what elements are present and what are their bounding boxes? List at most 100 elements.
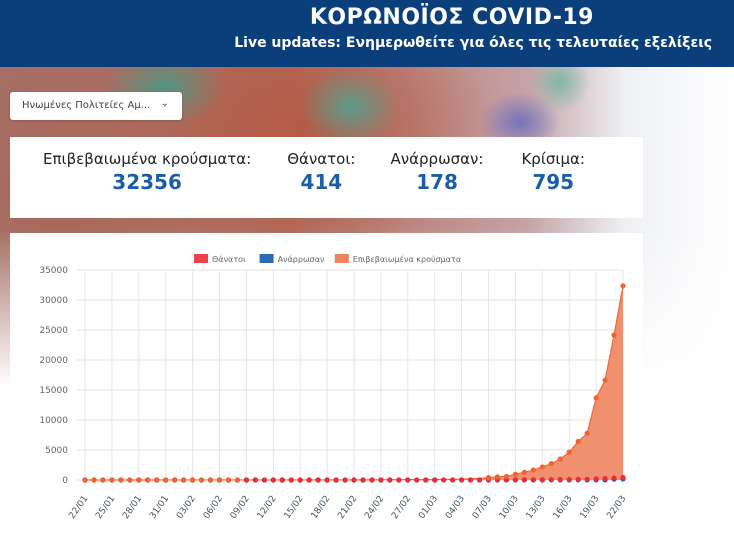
x-tick-label: 09/02: [229, 494, 252, 521]
deaths-point: [297, 477, 303, 483]
x-tick-label: 15/02: [283, 494, 306, 521]
x-tick-label: 06/02: [202, 494, 225, 521]
stat-value: 32356: [112, 170, 182, 194]
confirmed-area: [85, 285, 623, 480]
country-select[interactable]: Ηνωμένες Πολιτείες Αμ... ⌄: [10, 92, 182, 120]
x-tick-label: 03/02: [175, 494, 198, 521]
deaths-point: [243, 477, 249, 483]
deaths-point: [566, 476, 572, 483]
stat-label: Κρίσιμα:: [521, 150, 585, 168]
confirmed-point: [190, 477, 196, 483]
legend-swatch: [194, 254, 208, 263]
deaths-point: [476, 477, 483, 483]
stat-confirmed: Επιβεβαιωμένα κρούσματα: 32356: [43, 137, 251, 218]
page-title: ΚΟΡΩΝΟΪΟΣ COVID-19: [309, 5, 594, 30]
deaths-point: [611, 475, 617, 481]
header: ΚΟΡΩΝΟΪΟΣ COVID-19 Live updates: Ενημερω…: [0, 0, 734, 67]
y-tick-label: 0: [62, 476, 68, 486]
legend-label: Επιβεβαιωμένα κρούσματα: [353, 254, 461, 264]
x-tick-label: 04/03: [444, 494, 467, 521]
y-tick-label: 25000: [39, 326, 68, 336]
x-tick-label: 22/03: [605, 494, 628, 521]
confirmed-point: [548, 461, 554, 467]
deaths-point: [387, 477, 393, 483]
deaths-point: [450, 477, 456, 483]
deaths-point: [512, 477, 518, 483]
deaths-point: [539, 477, 545, 483]
x-tick-label: 16/03: [552, 494, 575, 521]
confirmed-point: [100, 477, 106, 483]
confirmed-point: [154, 477, 160, 483]
x-tick-label: 25/01: [94, 494, 117, 521]
deaths-point: [252, 477, 258, 483]
confirmed-point: [602, 377, 608, 383]
confirmed-point: [136, 477, 142, 483]
confirmed-point: [216, 477, 223, 483]
legend-swatch: [334, 254, 349, 263]
deaths-point: [360, 477, 366, 483]
y-tick-label: 35000: [39, 266, 68, 276]
legend-label: Θάνατοι: [212, 255, 246, 264]
stat-deaths: Θάνατοι: 414: [287, 137, 355, 218]
confirmed-point: [118, 477, 124, 483]
stat-critical: Κρίσιμα: 795: [521, 137, 585, 218]
deaths-point: [333, 477, 339, 483]
deaths-point: [584, 476, 590, 482]
legend-label: Ανάρρωσαν: [278, 255, 325, 264]
y-tick-label: 10000: [39, 416, 68, 426]
deaths-point: [396, 477, 402, 483]
deaths-point: [459, 477, 465, 483]
deaths-point: [557, 477, 563, 483]
confirmed-point: [127, 477, 133, 483]
y-tick-label: 20000: [39, 356, 68, 366]
x-tick-label: 19/03: [578, 494, 601, 521]
confirmed-point: [530, 467, 536, 473]
deaths-point: [467, 477, 474, 483]
confirmed-point: [512, 471, 518, 477]
confirmed-point: [566, 449, 572, 455]
deaths-point: [521, 477, 527, 483]
page-subtitle: Live updates: Ενημερωθείτε για όλες τις …: [234, 35, 712, 51]
confirmed-point: [521, 469, 527, 475]
deaths-point: [270, 477, 276, 483]
deaths-point: [351, 477, 357, 483]
deaths-point: [288, 477, 294, 483]
deaths-point: [423, 477, 429, 483]
deaths-point: [261, 477, 267, 483]
stat-label: Ανάρρωσαν:: [390, 150, 484, 168]
deaths-point: [602, 475, 608, 482]
stat-value: 795: [532, 170, 575, 194]
deaths-point: [342, 477, 348, 483]
confirmed-point: [539, 464, 545, 470]
x-tick-label: 22/01: [67, 494, 90, 521]
deaths-point: [306, 477, 312, 483]
confirmed-point: [584, 430, 590, 436]
deaths-point: [620, 474, 626, 481]
confirmed-point: [620, 283, 626, 289]
legend-swatch: [259, 254, 274, 263]
x-tick-label: 10/03: [498, 494, 521, 521]
deaths-point: [378, 477, 384, 483]
deaths-point: [441, 477, 447, 483]
confirmed-point: [234, 477, 241, 483]
confirmed-point: [593, 395, 599, 401]
confirmed-point: [485, 474, 492, 481]
x-tick-label: 31/01: [148, 494, 171, 521]
confirmed-point: [225, 477, 232, 483]
deaths-point: [369, 477, 375, 483]
confirmed-point: [494, 474, 501, 480]
x-tick-label: 21/02: [336, 494, 359, 521]
y-tick-label: 30000: [39, 296, 68, 306]
confirmed-point: [109, 477, 115, 483]
y-tick-label: 15000: [39, 386, 68, 396]
x-tick-label: 12/02: [256, 494, 279, 521]
x-tick-label: 18/02: [309, 494, 332, 521]
confirmed-point: [82, 477, 88, 483]
deaths-point: [575, 476, 581, 482]
x-tick-label: 27/02: [390, 494, 413, 521]
confirmed-point: [91, 477, 97, 483]
stat-recovered: Ανάρρωσαν: 178: [391, 137, 484, 218]
deaths-point: [279, 477, 285, 483]
chevron-down-icon: ⌄: [160, 98, 169, 109]
deaths-point: [405, 477, 411, 483]
